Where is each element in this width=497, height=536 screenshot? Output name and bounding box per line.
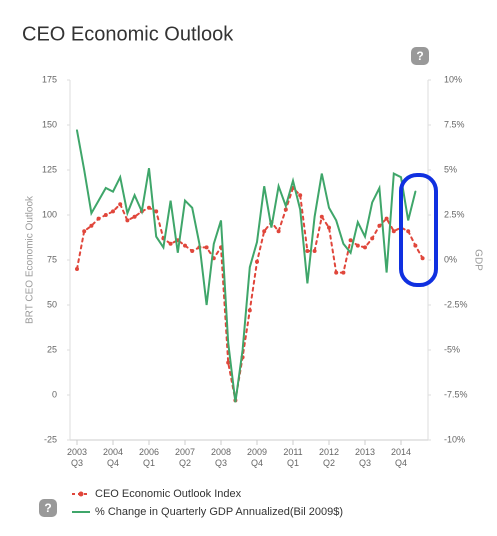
- x-tick-label: 2014 Q4: [390, 447, 412, 468]
- data-point: [262, 229, 267, 234]
- data-point: [348, 238, 353, 243]
- x-tick-label: 2008 Q3: [210, 447, 232, 468]
- y-tick-label: 50: [47, 299, 57, 309]
- data-point: [305, 249, 310, 253]
- data-point: [103, 213, 108, 217]
- x-tick-label: 2006 Q1: [138, 447, 160, 468]
- y-tick-label: 100: [42, 209, 57, 219]
- data-point: [204, 245, 209, 250]
- y2-tick-label: -2.5%: [444, 299, 468, 309]
- x-tick-label: 2003 Q3: [66, 447, 88, 468]
- data-point: [406, 229, 411, 234]
- data-point: [75, 267, 79, 271]
- data-point: [132, 214, 137, 219]
- y2-tick-label: 5%: [444, 164, 457, 174]
- y2-tick-label: 10%: [444, 74, 462, 84]
- series-line: [76, 129, 417, 403]
- y2-axis-title: GDP: [472, 249, 483, 271]
- x-tick-label: 2013 Q3: [354, 447, 376, 468]
- data-point: [327, 225, 331, 230]
- data-point: [111, 209, 115, 214]
- x-tick-label: 2009 Q4: [246, 447, 268, 468]
- data-point: [312, 249, 317, 253]
- data-point: [283, 207, 288, 212]
- y-tick-label: 75: [47, 254, 57, 264]
- x-tick-label: 2011 Q1: [283, 447, 303, 468]
- data-point: [125, 218, 130, 223]
- data-point: [377, 223, 382, 228]
- svg-text:?: ?: [44, 501, 51, 515]
- data-point: [276, 229, 281, 234]
- data-point: [363, 245, 367, 250]
- data-point: [118, 202, 123, 207]
- data-point: [183, 243, 187, 248]
- data-point: [384, 216, 389, 221]
- y-tick-label: 175: [42, 74, 57, 84]
- data-point: [355, 243, 360, 248]
- y2-tick-label: -7.5%: [444, 389, 468, 399]
- data-point: [96, 216, 101, 221]
- data-point: [420, 256, 425, 261]
- data-point: [391, 229, 396, 234]
- data-point: [341, 270, 346, 275]
- data-point: [154, 209, 159, 214]
- data-point: [147, 205, 151, 210]
- x-tick-label: 2007 Q2: [174, 447, 196, 468]
- legend-label: CEO Economic Outlook Index: [95, 488, 242, 500]
- y2-tick-label: 7.5%: [444, 119, 465, 129]
- y-tick-label: -25: [44, 434, 57, 444]
- y2-tick-label: -5%: [444, 344, 460, 354]
- data-point: [190, 249, 195, 253]
- x-tick-label: 2004 Q4: [102, 447, 124, 468]
- y2-tick-label: 2.5%: [444, 209, 465, 219]
- data-point: [370, 236, 375, 241]
- y-tick-label: 125: [42, 164, 57, 174]
- y-tick-label: 150: [42, 119, 57, 129]
- legend-swatch-dot: [78, 491, 84, 497]
- highlight-annotation: [399, 173, 438, 287]
- data-point: [255, 259, 259, 264]
- svg-text:?: ?: [416, 49, 423, 63]
- help-icon[interactable]: ?: [411, 47, 429, 65]
- data-point: [334, 270, 339, 275]
- y-tick-label: 0: [52, 389, 57, 399]
- data-point: [319, 214, 324, 219]
- y-axis-title: BRT CEO Economic Outlook: [25, 195, 36, 324]
- data-point: [89, 223, 94, 228]
- x-tick-label: 2012 Q2: [318, 447, 340, 468]
- data-point: [226, 360, 231, 365]
- y2-tick-label: -10%: [444, 434, 465, 444]
- data-point: [168, 241, 173, 246]
- legend-label: % Change in Quarterly GDP Annualized(Bil…: [95, 506, 343, 518]
- data-point: [247, 308, 252, 313]
- data-point: [82, 229, 87, 234]
- help-icon[interactable]: ?: [39, 499, 57, 517]
- chart-title: CEO Economic Outlook: [22, 23, 234, 45]
- y-tick-label: 25: [47, 344, 57, 354]
- data-point: [413, 243, 418, 248]
- data-point: [298, 193, 303, 198]
- y2-tick-label: 0%: [444, 254, 457, 264]
